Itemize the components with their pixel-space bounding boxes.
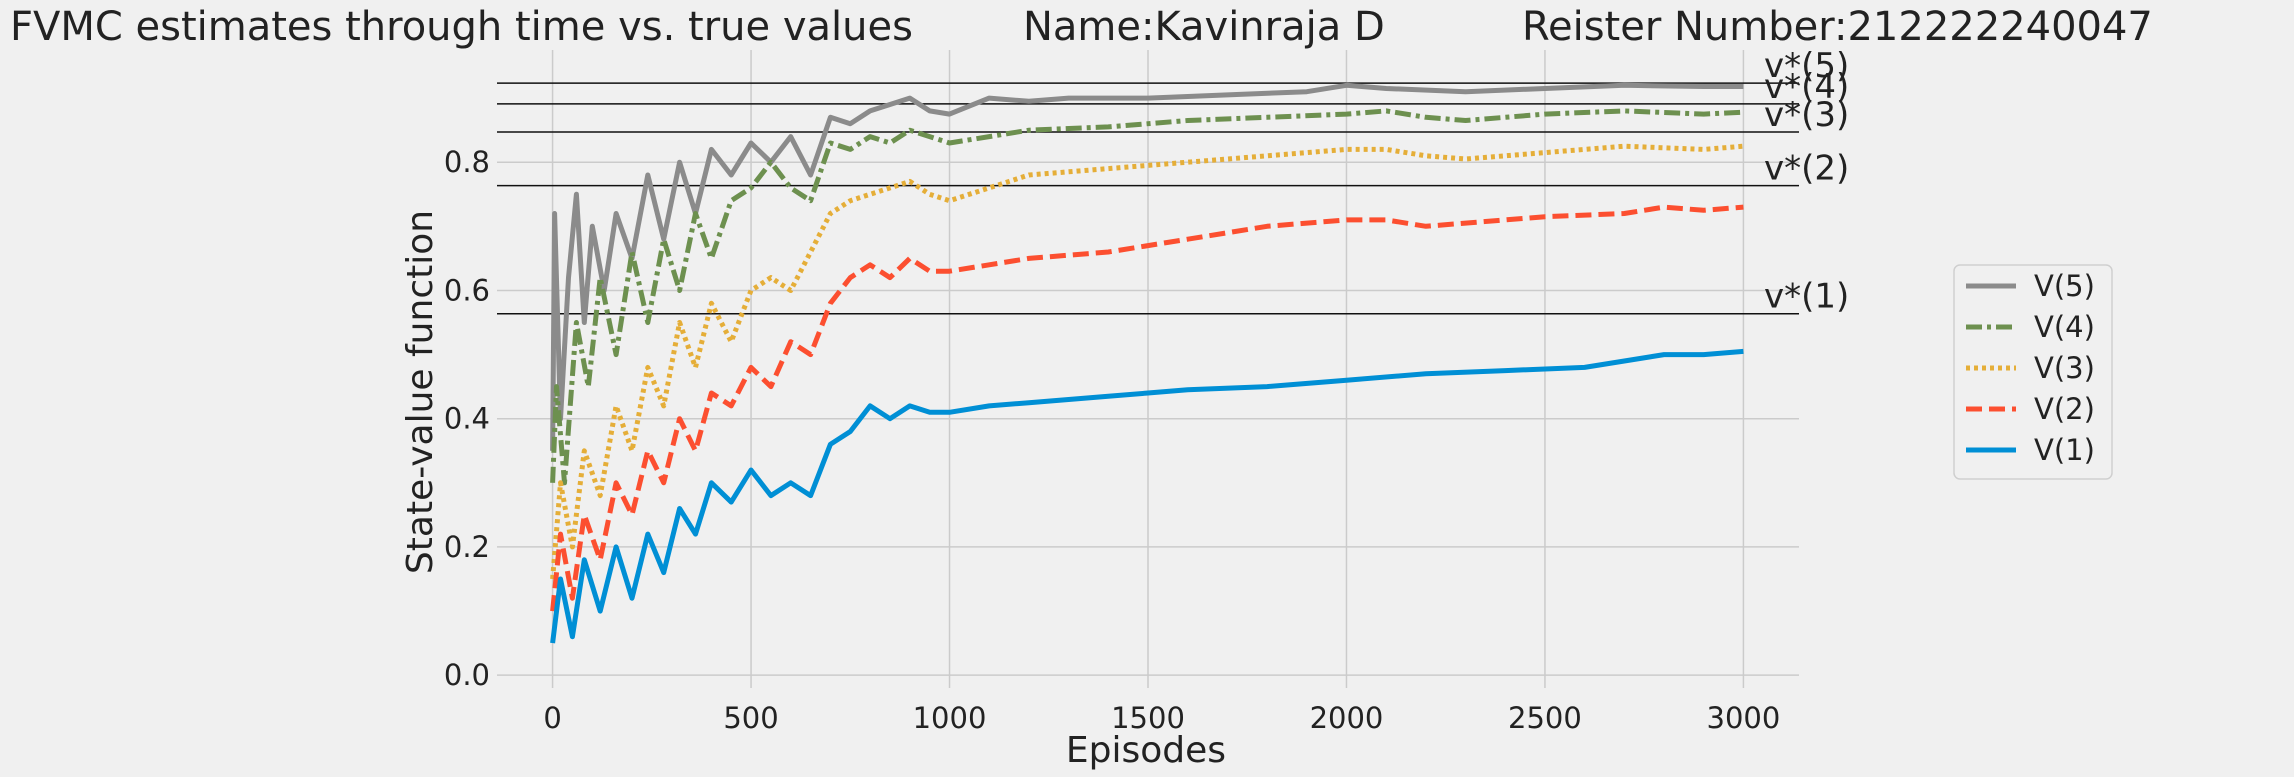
- series-line-V(2): [550, 204, 1744, 612]
- true-value-label: v*(2): [1764, 149, 1849, 189]
- true-value-labels: v*(1) v*(2) v*(3)v*(4)v*(5): [1764, 46, 1849, 317]
- x-tick-label: 0: [543, 701, 561, 735]
- true-value-label: v*(5): [1764, 46, 1849, 86]
- true-value-label: v*(1): [1764, 277, 1849, 317]
- legend-label: V(2): [2034, 392, 2095, 426]
- true-value-label: v*(3): [1764, 95, 1849, 135]
- tick-labels: 0 500 1000 1500 2000 2500 3000 0.0 0.2 0.4 0.6 0.8: [444, 145, 1780, 735]
- series-line-V(4): [550, 108, 1744, 486]
- legend-label: V(3): [2034, 351, 2095, 385]
- legend-box: [1953, 264, 2113, 480]
- legend: V(5) V(4) V(3) V(2) V(1): [1953, 264, 2113, 480]
- x-tick-label: 2500: [1508, 701, 1582, 735]
- y-tick-label: 0.2: [444, 530, 490, 564]
- true-value-label: v*(4): [1764, 67, 1849, 107]
- x-tick-label: 3000: [1707, 701, 1781, 735]
- x-axis-label: Episodes: [1066, 730, 1226, 771]
- x-tick-label: 2000: [1310, 701, 1384, 735]
- chart-title-part-1: FVMC estimates through time vs. true val…: [10, 4, 913, 50]
- chart-title-part-3: Reister Number:212222240047: [1522, 4, 2153, 50]
- series-lines: [550, 82, 1744, 644]
- chart-title-part-2: Name:Kavinraja D: [1023, 4, 1385, 50]
- x-tick-label: 1500: [1111, 701, 1185, 735]
- legend-label: V(5): [2034, 269, 2095, 303]
- legend-label: V(1): [2034, 433, 2095, 467]
- y-tick-label: 0.8: [444, 145, 490, 179]
- x-tick-label: 500: [723, 701, 778, 735]
- true-value-lines: [497, 82, 1799, 315]
- y-tick-label: 0.4: [444, 402, 490, 436]
- series-line-V(1): [550, 348, 1744, 644]
- y-tick-label: 0.6: [444, 273, 490, 307]
- legend-label: V(4): [2034, 310, 2095, 344]
- series-line-V(5): [550, 82, 1744, 451]
- x-tick-label: 1000: [913, 701, 987, 735]
- y-tick-label: 0.0: [444, 658, 490, 692]
- series-line-V(3): [550, 143, 1744, 580]
- y-axis-label: State-value function: [400, 210, 441, 574]
